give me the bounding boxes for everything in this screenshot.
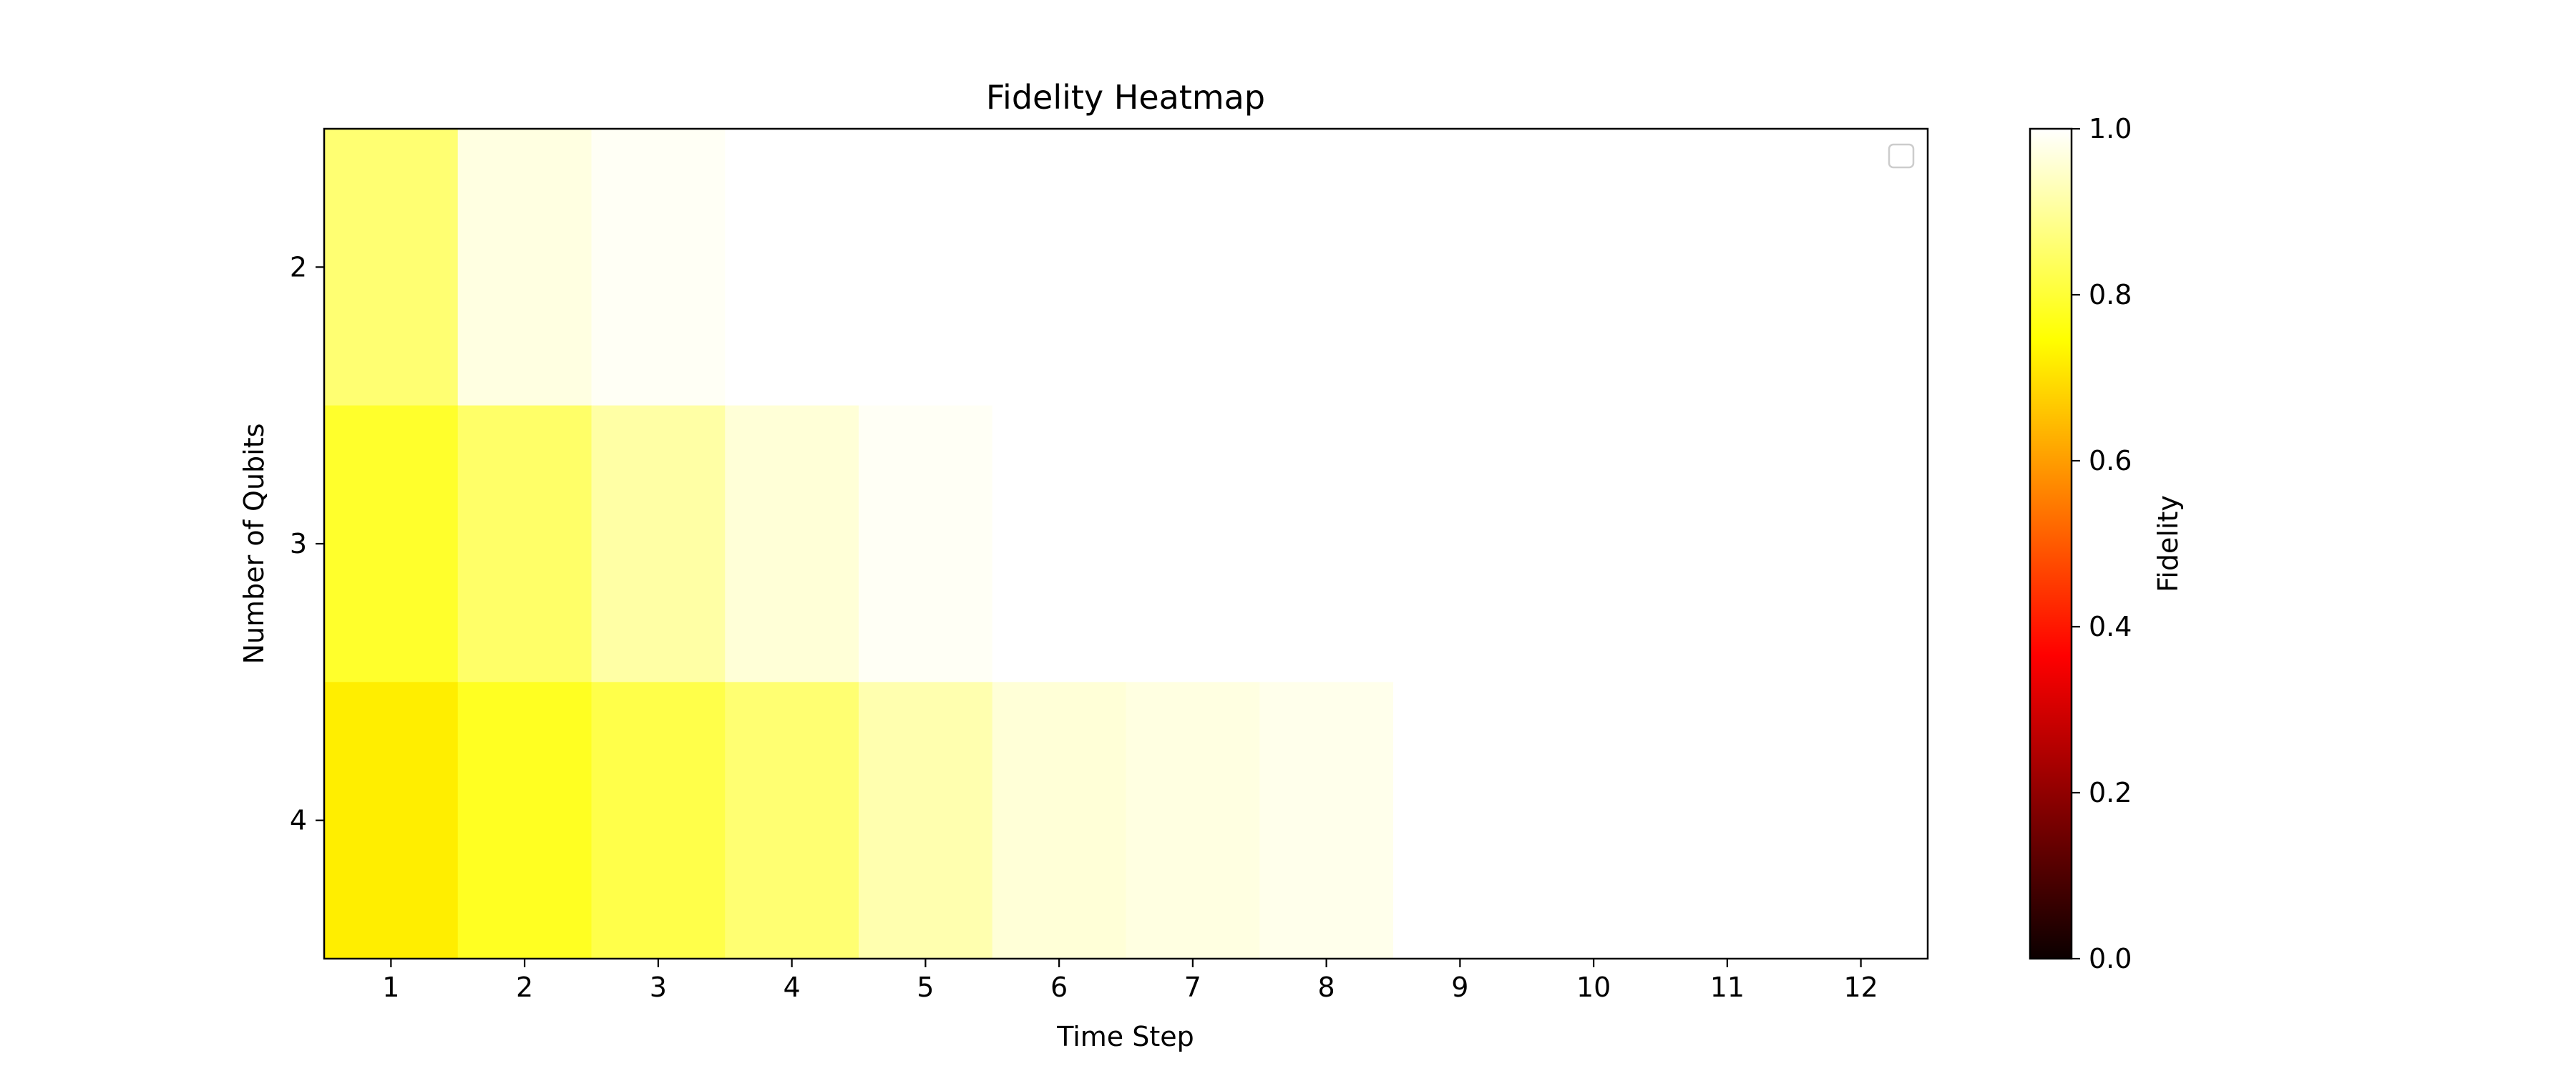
heatmap-cells	[324, 129, 1928, 959]
heatmap-cell	[1660, 682, 1795, 959]
y-tick-label: 2	[290, 251, 307, 283]
colorbar	[2029, 127, 2073, 960]
x-tick-label: 7	[1184, 972, 1201, 1003]
colorbar-tick-label: 0.6	[2089, 445, 2132, 476]
heatmap-cell	[992, 129, 1127, 406]
heatmap-cell	[1126, 682, 1260, 959]
colorbar-tick-label: 0.2	[2089, 777, 2132, 808]
x-tick-label: 11	[1710, 972, 1745, 1003]
x-tick-label: 2	[516, 972, 533, 1003]
heatmap-cell	[1393, 405, 1528, 683]
colorbar-tick-label: 0.4	[2089, 611, 2132, 642]
colorbar-tick-label: 0.8	[2089, 279, 2132, 310]
heatmap-cell	[1526, 682, 1662, 959]
x-tick-label: 4	[784, 972, 801, 1003]
x-tick-label: 12	[1843, 972, 1878, 1003]
heatmap-cell	[1126, 405, 1260, 683]
y-axis-ticks: 2 3 4	[290, 251, 324, 836]
heatmap-cell	[457, 682, 592, 959]
heatmap-cell	[1794, 682, 1928, 959]
heatmap-cell	[859, 405, 993, 683]
heatmap-cell	[324, 682, 459, 959]
heatmap-cell	[1794, 129, 1928, 406]
x-tick-label: 8	[1318, 972, 1335, 1003]
heatmap-cell	[457, 129, 592, 406]
x-tick-label: 6	[1050, 972, 1068, 1003]
x-axis-ticks: 1 2 3 4 5 6 7 8 9 10 11 12	[382, 959, 1878, 1003]
heatmap-cell	[1393, 129, 1528, 406]
x-tick-label: 9	[1451, 972, 1468, 1003]
heatmap-cell	[324, 405, 459, 683]
chart-title: Fidelity Heatmap	[986, 78, 1265, 117]
heatmap-cell	[591, 682, 726, 959]
legend-box	[1888, 143, 1915, 169]
heatmap-cell	[1259, 682, 1394, 959]
heatmap-cell	[859, 682, 993, 959]
colorbar-label: Fidelity	[2152, 495, 2184, 592]
heatmap-cell	[859, 129, 993, 406]
heatmap-cell	[1660, 129, 1795, 406]
heatmap-cell	[1794, 405, 1928, 683]
heatmap-cell	[1259, 405, 1394, 683]
heatmap-cell	[591, 129, 726, 406]
x-tick-label: 3	[650, 972, 667, 1003]
heatmap-cell	[1526, 405, 1662, 683]
y-axis-label: Number of Qubits	[238, 424, 270, 665]
heatmap-cell	[1393, 682, 1528, 959]
heatmap-cell	[725, 682, 859, 959]
y-tick-label: 4	[290, 805, 307, 836]
heatmap-cell	[992, 405, 1127, 683]
colorbar-tick-label: 1.0	[2089, 113, 2132, 145]
heatmap-cell	[591, 405, 726, 683]
heatmap-cell	[1259, 129, 1394, 406]
heatmap-cell	[324, 129, 459, 406]
x-axis-label: Time Step	[1056, 1021, 1194, 1052]
x-tick-label: 1	[382, 972, 399, 1003]
y-tick-label: 3	[290, 528, 307, 559]
heatmap-cell	[725, 129, 859, 406]
colorbar-ticks: 0.0 0.2 0.4 0.6 0.8 1.0	[2072, 113, 2132, 974]
x-tick-label: 10	[1576, 972, 1611, 1003]
heatmap-cell	[1660, 405, 1795, 683]
heatmap-cell	[992, 682, 1127, 959]
heatmap-cell	[1126, 129, 1260, 406]
heatmap-cell	[457, 405, 592, 683]
colorbar-tick-label: 0.0	[2089, 943, 2132, 974]
x-tick-label: 5	[917, 972, 934, 1003]
heatmap-cell	[1526, 129, 1662, 406]
heatmap-cell	[725, 405, 859, 683]
